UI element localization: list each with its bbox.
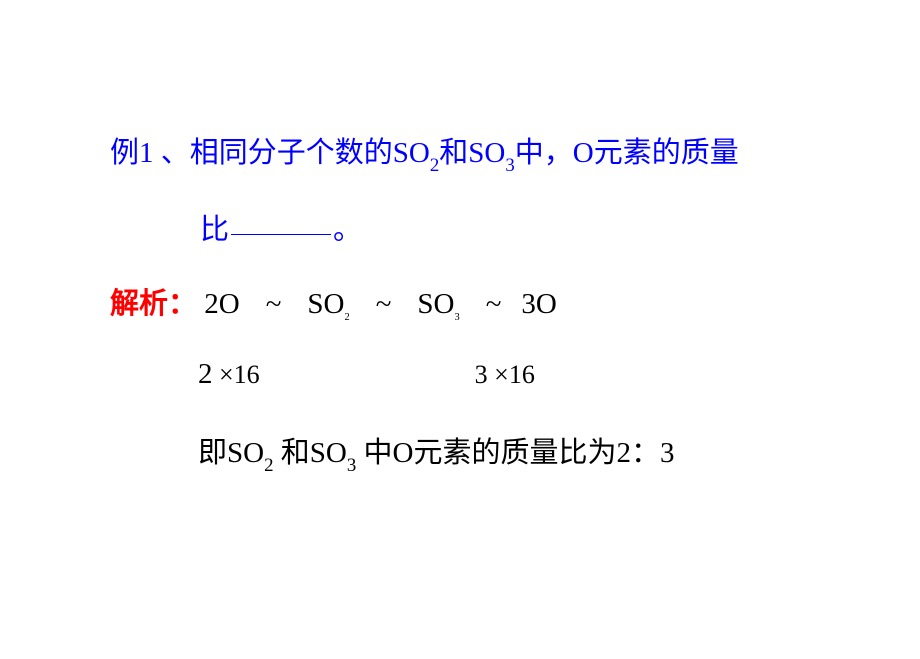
- calculation-line: 2 ×163 ×16: [110, 358, 830, 391]
- analysis-p1: 2O: [197, 288, 240, 320]
- analysis-line: 解析： 2O~SO2~SO3~3O: [110, 281, 830, 327]
- calc-right-num: 3: [475, 360, 488, 389]
- subscript-3c: 3: [347, 455, 356, 476]
- tilde-1: ~: [266, 288, 282, 320]
- slide-content: 例1 、相同分子个数的SO2和SO3中，O元素的质量 比。 解析： 2O~SO2…: [110, 130, 830, 475]
- calc-left-num: 2: [198, 358, 213, 390]
- tilde-3: ~: [486, 288, 502, 320]
- question-text-1: 例1 、相同分子个数的SO: [110, 137, 430, 169]
- question-line2-suffix: 。: [333, 214, 362, 246]
- calc-right-rest: ×16: [488, 360, 535, 389]
- subscript-2b: 2: [345, 312, 350, 323]
- conclusion-p2: 和SO: [274, 437, 347, 469]
- subscript-3b: 3: [454, 312, 459, 323]
- question-line1: 例1 、相同分子个数的SO2和SO3中，O元素的质量: [110, 130, 830, 179]
- subscript-2c: 2: [264, 455, 273, 476]
- conclusion-line: 即SO2 和SO3 中O元素的质量比为2：3: [110, 429, 830, 475]
- blank-underline: [231, 234, 331, 235]
- subscript-2: 2: [430, 155, 439, 176]
- question-text-3: 中，O元素的质量: [515, 137, 739, 169]
- subscript-3: 3: [505, 155, 514, 176]
- conclusion-p3: 中O元素的质量比为2：3: [356, 437, 674, 469]
- analysis-label: 解析：: [110, 288, 197, 320]
- analysis-p4: 3O: [521, 288, 556, 320]
- tilde-2: ~: [376, 288, 392, 320]
- analysis-p3: SO: [417, 288, 454, 320]
- question-line2-prefix: 比: [200, 214, 229, 246]
- question-text-2: 和SO: [439, 137, 505, 169]
- conclusion-p1: 即SO: [198, 437, 264, 469]
- question-line2: 比。: [110, 207, 830, 253]
- analysis-p2: SO: [307, 288, 344, 320]
- calc-left-rest: ×16: [213, 360, 260, 389]
